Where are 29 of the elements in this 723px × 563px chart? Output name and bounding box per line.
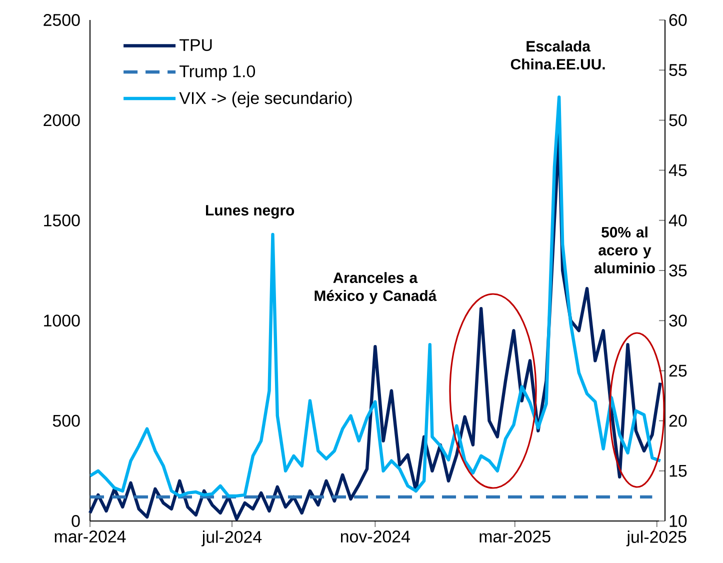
legend-label: TPU xyxy=(180,39,212,52)
annotation: 50% al acero y aluminio xyxy=(594,226,655,274)
y-tick-label: 0 xyxy=(72,515,80,527)
y2-tick-label: 55 xyxy=(669,64,687,76)
y-tick-label: 2500 xyxy=(44,14,80,26)
y2-tick-label: 45 xyxy=(668,164,687,176)
annotation: Aranceles a México y Canadá xyxy=(314,272,437,304)
annotation: Escalada China.EE.UU. xyxy=(510,40,605,70)
y-tick-label: 1500 xyxy=(44,214,80,226)
y2-tick-label: 25 xyxy=(669,364,687,377)
x-tick-label: jul-2025 xyxy=(626,530,686,546)
y2-tick-label: 40 xyxy=(668,214,687,226)
y2-tick-label: 60 xyxy=(669,14,687,26)
y2-tick-label: 10 xyxy=(670,515,687,527)
y2-tick-label: 20 xyxy=(669,414,687,427)
y-tick-label: 1000 xyxy=(44,314,80,327)
y-tick-label: 500 xyxy=(52,414,80,427)
x-tick-label: mar-2024 xyxy=(54,530,126,543)
y2-tick-label: 35 xyxy=(669,264,687,276)
y2-tick-label: 30 xyxy=(669,314,687,327)
x-tick-label: mar-2025 xyxy=(480,530,550,543)
legend-label: VIX -> (eje secundario) xyxy=(179,92,352,108)
y-tick-label: 2000 xyxy=(44,114,80,126)
y2-tick-label: 15 xyxy=(670,464,687,477)
y2-tick-label: 50 xyxy=(669,114,687,126)
x-tick-label: jul-2024 xyxy=(201,530,262,546)
legend-label: Trump 1.0 xyxy=(180,65,256,81)
x-tick-label: nov-2024 xyxy=(340,530,410,543)
annotation: Lunes negro xyxy=(206,205,294,219)
